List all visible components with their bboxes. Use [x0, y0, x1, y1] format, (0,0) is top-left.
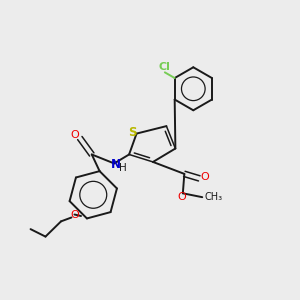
- Text: O: O: [200, 172, 209, 182]
- Text: CH₃: CH₃: [205, 192, 223, 202]
- Text: H: H: [119, 163, 127, 173]
- Text: O: O: [70, 130, 79, 140]
- Text: S: S: [128, 126, 136, 139]
- Text: O: O: [177, 192, 186, 202]
- Text: O: O: [70, 209, 79, 220]
- Text: N: N: [111, 158, 121, 171]
- Text: Cl: Cl: [159, 62, 171, 72]
